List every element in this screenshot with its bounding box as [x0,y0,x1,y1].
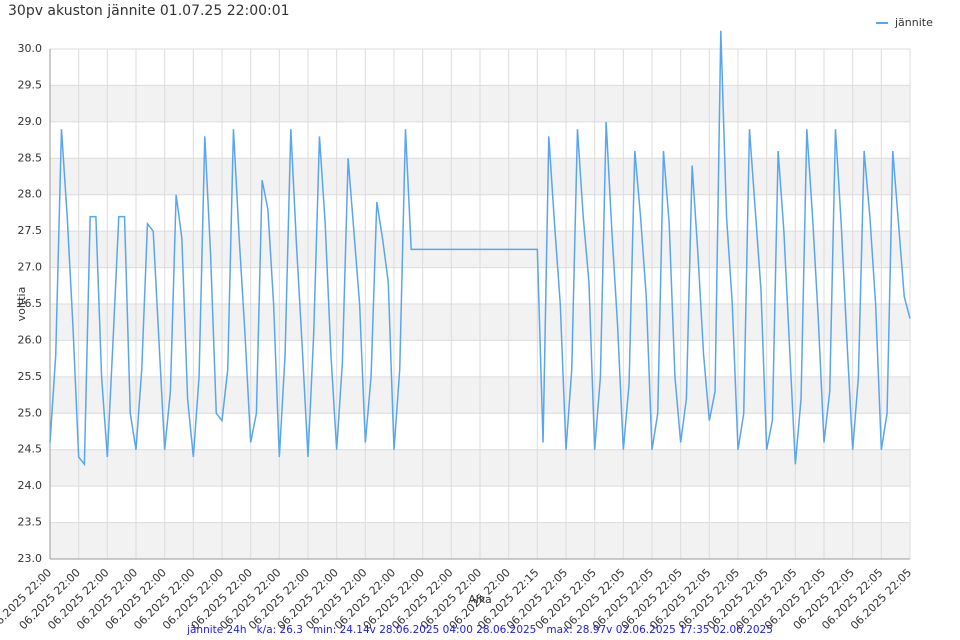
y-tick-label: 29.0 [18,115,43,128]
y-tick-label: 30.0 [18,42,43,55]
y-tick-label: 27.0 [18,261,43,274]
y-tick-label: 28.0 [18,188,43,201]
y-tick-label: 25.5 [18,370,43,383]
footer-stats: jännite 24h k/a: 26.3 min: 24.14v 28.06.… [186,624,773,636]
y-tick-label: 26.0 [18,333,43,346]
data-line [49,30,911,467]
y-tick-label: 29.5 [18,78,43,91]
y-tick-label: 24.0 [18,479,43,492]
y-tick-label: 27.5 [18,224,43,237]
x-axis-label: Aika [468,593,492,606]
legend-label: jännite [894,16,933,29]
y-tick-label: 28.5 [18,151,43,164]
y-tick-label: 23.5 [18,516,43,529]
y-tick-label: 24.5 [18,443,43,456]
y-tick-label: 23.0 [18,552,43,565]
y-axis-label: volttia [15,287,28,322]
chart-title: 30pv akuston jännite 01.07.25 22:00:01 [8,3,290,19]
y-tick-label: 26.5 [18,297,43,310]
y-tick-label: 25.0 [18,406,43,419]
